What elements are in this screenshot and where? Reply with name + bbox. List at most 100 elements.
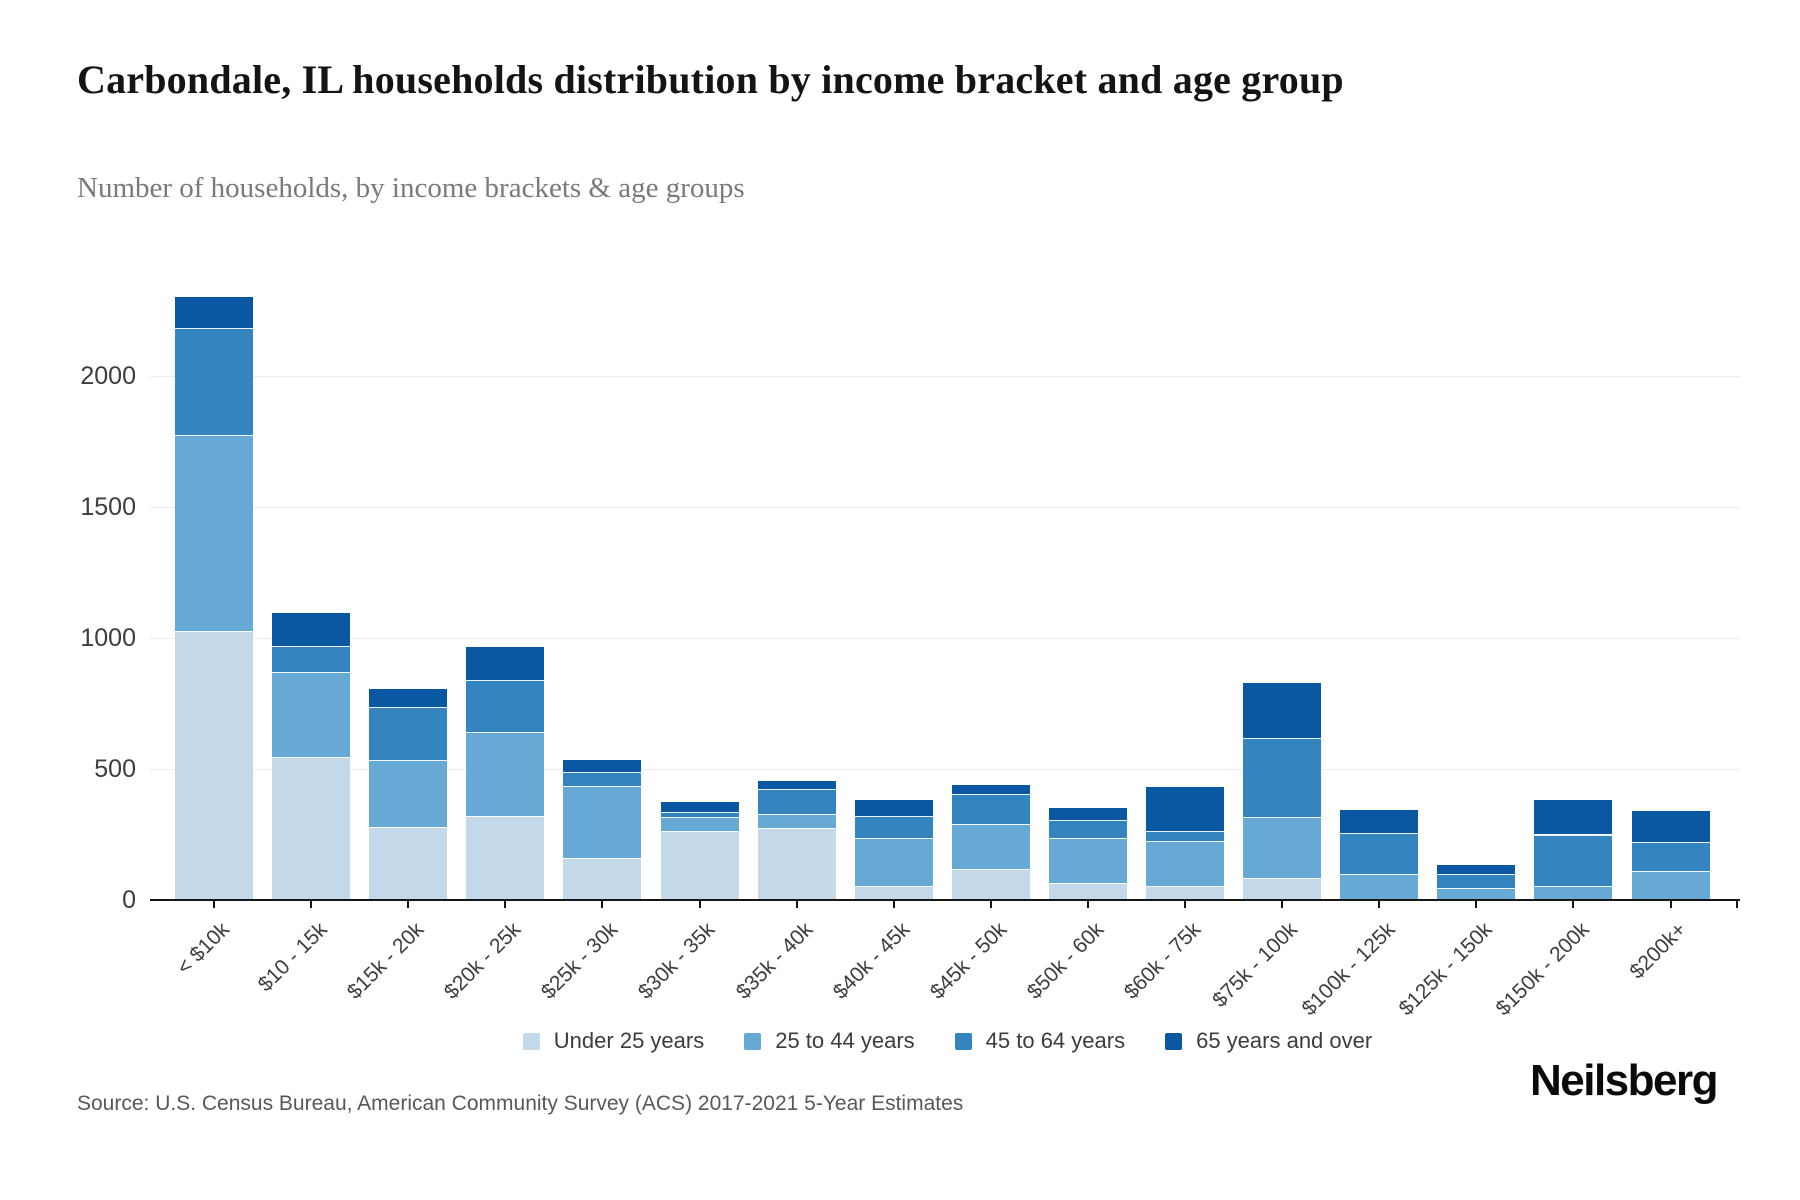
- bar-segment-15-2: [1534, 885, 1613, 900]
- bar-segment-6-1: [660, 830, 739, 900]
- legend-label: 65 years and over: [1196, 1028, 1373, 1053]
- bar-segment-10-4: [1048, 808, 1127, 821]
- bar-segment-10-3: [1048, 820, 1127, 839]
- bar-segment-12-1: [1243, 877, 1322, 900]
- x-axis-tick-label: $40k - 45k: [828, 918, 914, 1004]
- bar-segment-2-2: [272, 672, 351, 758]
- bar-segment-2-4: [272, 613, 351, 646]
- bar-segment-5-2: [563, 786, 642, 859]
- bar-segment-7-4: [757, 780, 836, 789]
- x-axis-tick: [1669, 901, 1672, 908]
- y-gridline: [150, 376, 1740, 377]
- bar-segment-7-3: [757, 788, 836, 814]
- x-axis-tick-label: $30k - 35k: [634, 918, 720, 1004]
- x-axis-tick-label: $75k - 100k: [1208, 918, 1303, 1012]
- bar-segment-7-2: [757, 813, 836, 828]
- x-axis-tick-label: $20k - 25k: [439, 918, 526, 1004]
- bar-segment-9-4: [951, 784, 1030, 794]
- x-axis-tick-label: $35k - 40k: [731, 918, 817, 1004]
- bar-segment-1-4: [175, 297, 253, 328]
- x-axis-tick: [310, 901, 313, 908]
- bar-segment-6-3: [660, 812, 739, 818]
- bar-segment-13-3: [1340, 833, 1419, 874]
- bar-segment-7-1: [757, 827, 836, 900]
- bar-segment-16-3: [1631, 842, 1710, 872]
- bar-segment-12-2: [1243, 817, 1322, 878]
- bar-segment-8-4: [854, 800, 933, 817]
- bar-segment-4-4: [466, 647, 545, 680]
- bar-segment-3-1: [369, 826, 448, 900]
- x-axis-tick: [1475, 901, 1478, 908]
- x-axis-tick: [601, 901, 604, 908]
- x-axis-tick-label: $150k - 200k: [1491, 918, 1594, 1021]
- bar-segment-6-4: [660, 801, 739, 813]
- bar-segment-9-1: [951, 868, 1030, 900]
- legend-swatch-icon: [1165, 1032, 1183, 1050]
- x-axis-tick: [1086, 901, 1089, 908]
- bar-segment-6-2: [660, 817, 739, 831]
- x-axis-tick: [989, 901, 992, 908]
- bar-segment-16-4: [1631, 810, 1710, 843]
- y-axis-tick-label: 500: [94, 755, 136, 783]
- chart-legend: Under 25 years 25 to 44 years 45 to 64 yea…: [150, 1028, 1745, 1054]
- x-axis-end-tick: [1736, 901, 1738, 908]
- x-axis-tick-label: $60k - 75k: [1119, 918, 1206, 1004]
- x-axis-tick-label: $45k - 50k: [925, 918, 1012, 1004]
- x-axis-tick-label: < $10k: [172, 918, 235, 980]
- brand-logo: Neilsberg: [1529, 1056, 1719, 1105]
- bar-segment-11-3: [1146, 830, 1224, 842]
- x-axis-tick: [1378, 901, 1381, 908]
- x-axis-tick: [213, 901, 215, 908]
- bar-segment-2-1: [272, 757, 351, 900]
- legend-label: 45 to 64 years: [985, 1028, 1126, 1053]
- bar-segment-12-4: [1243, 682, 1322, 738]
- bar-segment-3-4: [369, 689, 448, 708]
- x-axis-tick: [892, 901, 895, 908]
- x-axis-tick: [407, 901, 410, 908]
- bar-segment-16-2: [1631, 871, 1710, 900]
- x-axis-tick: [504, 901, 507, 908]
- x-axis-tick-label: $10 - 15k: [253, 918, 332, 997]
- x-axis-tick-label: $100k - 125k: [1297, 918, 1400, 1021]
- bar-segment-15-4: [1534, 800, 1613, 835]
- bar-segment-5-3: [563, 771, 642, 787]
- bar-segment-11-4: [1146, 787, 1224, 831]
- y-axis-tick-label: 1000: [80, 624, 136, 652]
- x-axis-tick-label: $200k+: [1625, 918, 1691, 984]
- x-axis-tick-label: $125k - 150k: [1394, 918, 1497, 1021]
- bar-segment-11-2: [1146, 841, 1224, 886]
- chart-title: Carbondale, IL households distribution b…: [77, 57, 1344, 102]
- bar-segment-3-2: [369, 759, 448, 827]
- bar-segment-4-1: [466, 816, 545, 900]
- bar-segment-13-4: [1340, 809, 1419, 834]
- x-axis-tick: [795, 901, 798, 908]
- x-axis-tick: [1281, 901, 1284, 908]
- x-axis-tick: [1184, 901, 1186, 908]
- bar-segment-8-3: [854, 816, 933, 839]
- y-axis-tick-label: 2000: [80, 362, 136, 390]
- x-axis-tick-label: $50k - 60k: [1022, 918, 1109, 1004]
- bar-segment-10-1: [1048, 882, 1127, 900]
- y-axis-tick-label: 1500: [80, 493, 136, 521]
- bar-segment-2-3: [272, 645, 351, 673]
- legend-swatch-icon: [744, 1032, 762, 1050]
- bar-segment-13-2: [1340, 873, 1419, 900]
- y-gridline: [150, 638, 1740, 639]
- bar-segment-5-1: [563, 858, 642, 900]
- bar-segment-5-4: [563, 759, 642, 772]
- bar-segment-1-1: [175, 631, 253, 900]
- x-axis-tick: [1572, 901, 1575, 908]
- x-axis-tick-label: $15k - 20k: [342, 918, 429, 1004]
- legend-item-4: 65 years and over: [1165, 1028, 1372, 1054]
- bar-segment-8-2: [854, 838, 933, 886]
- bar-segment-10-2: [1048, 838, 1127, 883]
- bar-segment-4-3: [466, 679, 545, 733]
- bar-segment-15-3: [1534, 834, 1613, 886]
- x-axis-line: [150, 899, 1740, 901]
- bar-segment-1-2: [175, 434, 253, 632]
- y-axis-tick-label: 0: [122, 886, 136, 914]
- bar-segment-9-2: [951, 824, 1030, 869]
- bar-segment-8-1: [854, 885, 933, 900]
